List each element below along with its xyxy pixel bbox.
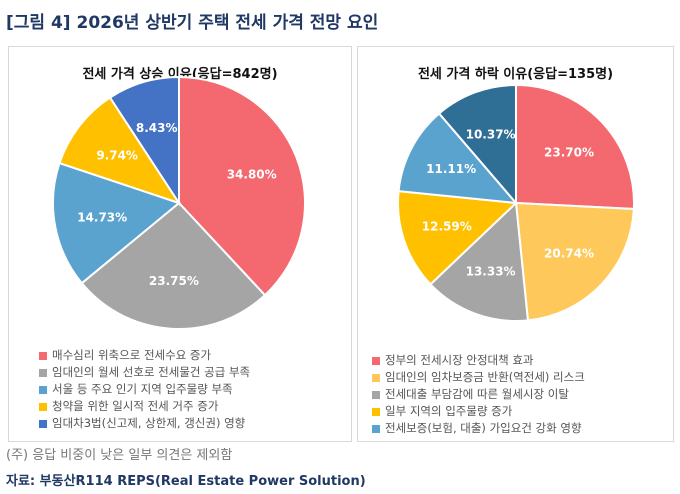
- data-label: 11.11%: [426, 162, 476, 176]
- legend-swatch: [372, 424, 380, 433]
- data-label: 23.70%: [544, 146, 594, 160]
- legend-swatch: [39, 385, 47, 394]
- fall-reasons-panel: 전세 가격 하락 이유(응답=135명) 23.70% 20.74% 13.33% 1…: [357, 46, 674, 442]
- figure-title: [그림 4] 2026년 상반기 주택 전세 가격 전망 요인: [6, 13, 379, 33]
- rise-pie-chart: 34.80% 23.75% 14.73% 9.74% 8.43%: [52, 75, 306, 330]
- fall-pie-chart: 23.70% 20.74% 13.33% 12.59% 11.11% 10.37%: [397, 83, 635, 322]
- legend-swatch: [372, 373, 380, 382]
- data-label: 20.74%: [544, 246, 594, 260]
- legend-item: 일부 지역의 입주물량 증가: [372, 403, 585, 420]
- pie-slice: [108, 75, 180, 207]
- data-label: 8.43%: [136, 121, 178, 135]
- chart-title: 전세 가격 하락 이유(응답=135명): [417, 67, 614, 82]
- pie-slice: [397, 189, 519, 286]
- legend-label: 임대차3법(신고제, 상한제, 갱신권) 영향: [52, 416, 246, 430]
- chart-title: 전세 가격 상승 이유(응답=842명): [82, 67, 278, 82]
- data-label: 9.74%: [96, 148, 138, 162]
- pie-slice: [514, 201, 635, 322]
- pie-slice: [178, 75, 306, 297]
- pie-slice: [397, 112, 519, 205]
- pie-slice: [429, 200, 530, 322]
- legend-label: 청약을 위한 일시적 전세 거주 증가: [52, 399, 219, 413]
- legend-label: 매수심리 위축으로 전세수요 증가: [52, 348, 212, 362]
- legend-swatch: [39, 402, 47, 411]
- legend-label: 임대인의 임차보증금 반환(역전세) 리스크: [385, 370, 585, 384]
- legend-label: 정부의 전세시장 안정대책 효과: [385, 353, 534, 367]
- legend-item: 서울 등 주요 인기 지역 입주물량 부족: [39, 381, 250, 398]
- data-label: 23.75%: [149, 274, 199, 288]
- data-label: 14.73%: [77, 210, 127, 224]
- legend-item: 정부의 전세시장 안정대책 효과: [372, 352, 585, 369]
- source: 자료: 부동산R114 REPS(Real Estate Power Solut…: [6, 474, 366, 489]
- legend-swatch: [39, 419, 47, 428]
- pie-slice: [437, 83, 517, 206]
- legend-label: 일부 지역의 입주물량 증가: [385, 404, 513, 418]
- legend-item: 임대차3법(신고제, 상한제, 갱신권) 영향: [39, 415, 250, 432]
- data-label: 12.59%: [422, 220, 472, 234]
- legend-label: 임대인의 월세 선호로 전세물건 공급 부족: [52, 365, 251, 379]
- data-label: 13.33%: [466, 265, 516, 279]
- legend-label: 서울 등 주요 인기 지역 입주물량 부족: [52, 382, 233, 396]
- legend-swatch: [372, 407, 380, 416]
- legend-item: 임대인의 월세 선호로 전세물건 공급 부족: [39, 364, 250, 381]
- data-label: 10.37%: [466, 127, 516, 141]
- legend-label: 전세대출 부담감에 따른 월세시장 이탈: [385, 387, 569, 401]
- rise-reasons-panel: 전세 가격 상승 이유(응답=842명) 34.80% 23.75% 14.73% 9…: [8, 46, 352, 442]
- legend-swatch: [372, 356, 380, 365]
- legend-item: 전세대출 부담감에 따른 월세시장 이탈: [372, 386, 585, 403]
- legend-swatch: [372, 390, 380, 399]
- legend-label: 전세보증(보험, 대출) 가입요건 강화 영향: [385, 421, 582, 435]
- legend-item: 청약을 위한 일시적 전세 거주 증가: [39, 398, 250, 415]
- data-label: 34.80%: [227, 167, 277, 181]
- pie-slice: [515, 83, 635, 211]
- legend-item: 매수심리 위축으로 전세수요 증가: [39, 347, 250, 364]
- pie-slice: [58, 96, 182, 205]
- legend-swatch: [39, 368, 47, 377]
- pie-slice: [80, 201, 267, 330]
- legend-item: 전세보증(보험, 대출) 가입요건 강화 영향: [372, 420, 585, 437]
- legend-item: 임대인의 임차보증금 반환(역전세) 리스크: [372, 369, 585, 386]
- legend-swatch: [39, 351, 47, 360]
- footnote: (주) 응답 비중이 낮은 일부 의견은 제외함: [6, 448, 233, 463]
